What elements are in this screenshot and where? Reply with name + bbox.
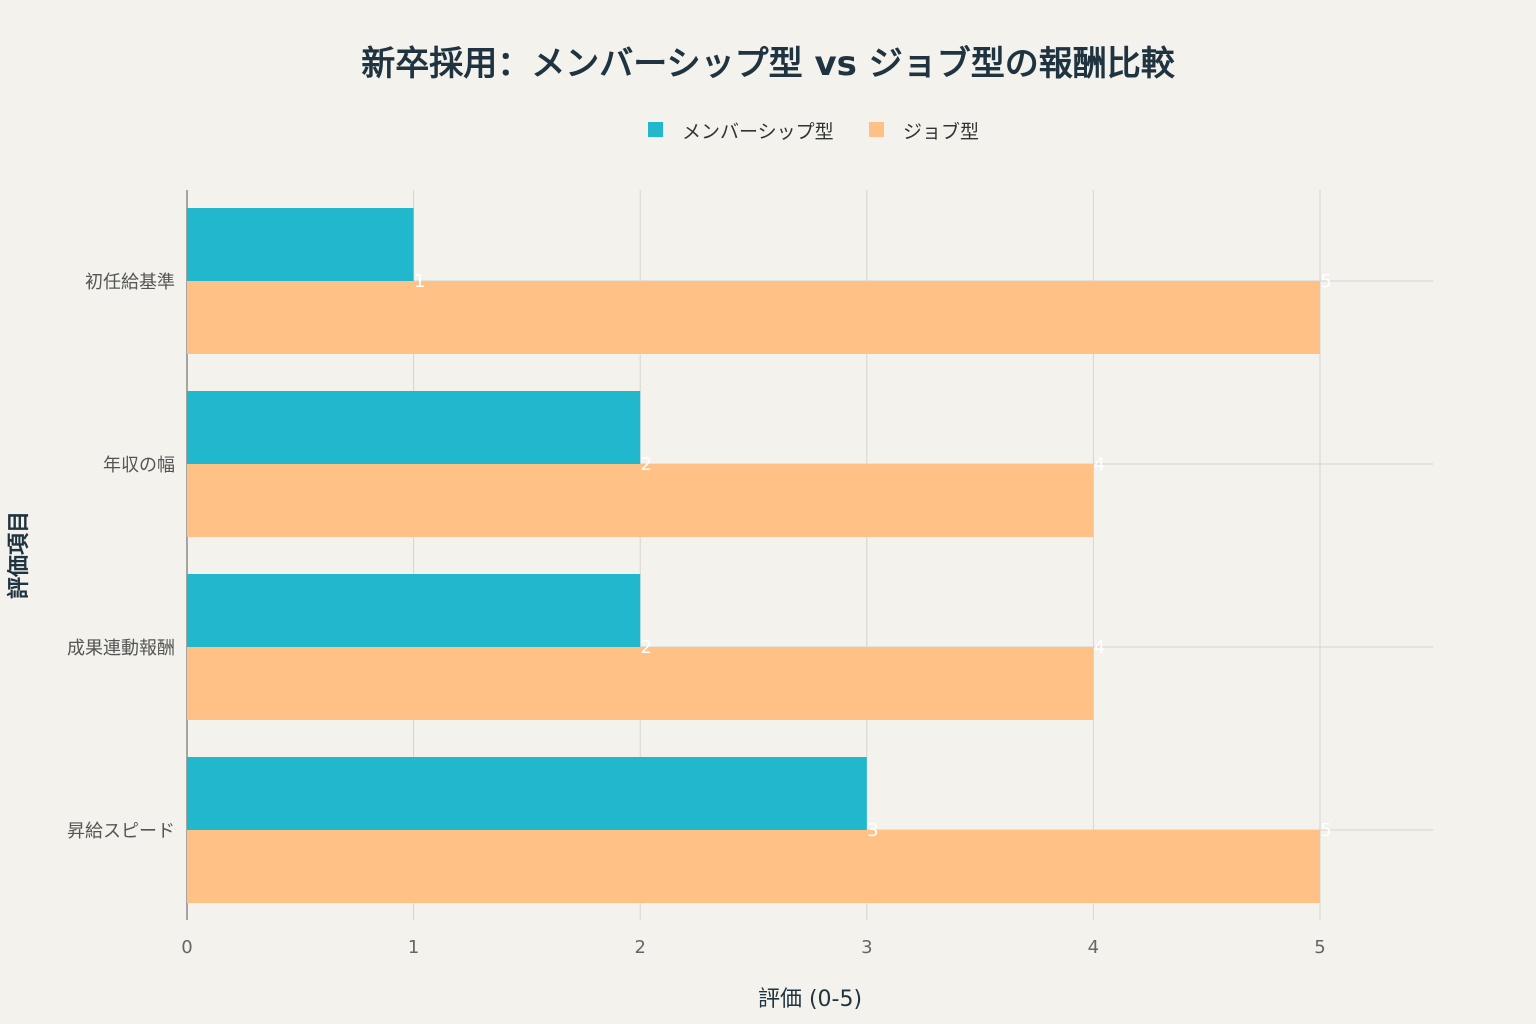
- bar-job: [187, 647, 1094, 720]
- bar-job: [187, 281, 1320, 354]
- data-label: 2: [640, 454, 651, 475]
- y-category-label: 昇給スピード: [67, 821, 175, 842]
- x-axis-ticks: 0 1 2 3 4 5: [181, 937, 1325, 958]
- bar-membership: [187, 574, 641, 647]
- x-tick-label: 2: [634, 937, 645, 958]
- bar-job: [187, 830, 1320, 903]
- bar-membership: [187, 208, 414, 281]
- data-label: 1: [414, 271, 425, 292]
- legend: メンバーシップ型 ジョブ型: [648, 120, 979, 143]
- x-tick-label: 1: [408, 937, 419, 958]
- bar-job: [187, 464, 1094, 537]
- legend-label: ジョブ型: [903, 120, 979, 143]
- legend-swatch: [869, 122, 884, 137]
- data-label: 4: [1094, 454, 1105, 475]
- bars: [187, 208, 1320, 903]
- x-tick-label: 0: [181, 937, 192, 958]
- bar-membership: [187, 391, 641, 464]
- x-axis-title: 評価 (0-5): [758, 987, 862, 1012]
- y-axis-title: 評価項目: [6, 511, 32, 599]
- legend-label: メンバーシップ型: [682, 121, 834, 143]
- x-tick-label: 4: [1088, 937, 1099, 958]
- legend-swatch: [648, 122, 663, 137]
- y-category-label: 成果連動報酬: [67, 638, 175, 659]
- x-tick-label: 5: [1314, 937, 1325, 958]
- data-label: 2: [640, 637, 651, 658]
- data-label: 3: [867, 820, 878, 841]
- bar-membership: [187, 757, 867, 830]
- chart-title: 新卒採用：メンバーシップ型 vs ジョブ型の報酬比較: [361, 44, 1175, 84]
- data-label: 5: [1320, 271, 1331, 292]
- data-label: 4: [1094, 637, 1105, 658]
- data-label: 5: [1320, 820, 1331, 841]
- data-labels: 1 5 2 4 2 4 3 5: [414, 271, 1332, 841]
- y-category-label: 年収の幅: [103, 455, 175, 476]
- x-tick-label: 3: [861, 937, 872, 958]
- y-category-label: 初任給基準: [85, 272, 175, 293]
